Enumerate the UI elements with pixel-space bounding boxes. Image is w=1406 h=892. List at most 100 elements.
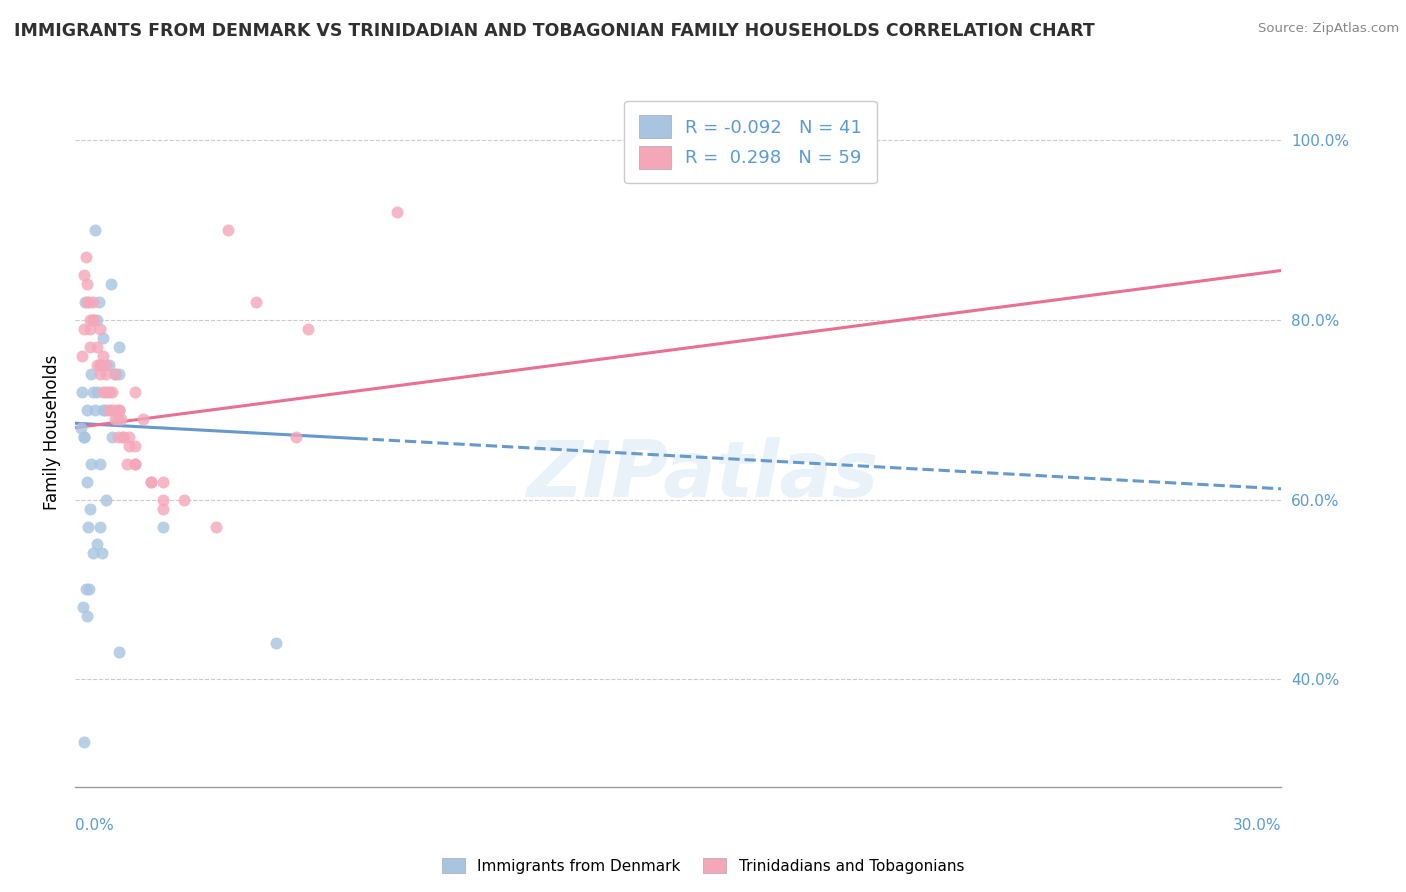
Point [108, 402, 131, 417]
Point [204, 519, 226, 533]
Point [124, 384, 146, 399]
Point [101, 384, 124, 399]
Point [82, 313, 104, 327]
Point [108, 367, 131, 381]
Point [217, 223, 239, 237]
Point [82, 384, 104, 399]
Point [100, 277, 122, 291]
Point [285, 430, 308, 444]
Point [89, 358, 111, 372]
Point [141, 475, 163, 489]
Point [152, 475, 174, 489]
Point [96, 367, 118, 381]
Point [82, 313, 104, 327]
Text: IMMIGRANTS FROM DENMARK VS TRINIDADIAN AND TOBAGONIAN FAMILY HOUSEHOLDS CORRELAT: IMMIGRANTS FROM DENMARK VS TRINIDADIAN A… [14, 22, 1095, 40]
Point [108, 402, 131, 417]
Point [96, 492, 118, 507]
Point [76, 402, 98, 417]
Point [73, 322, 96, 336]
Point [152, 492, 174, 507]
Point [98, 402, 121, 417]
Point [72, 600, 94, 615]
Legend: R = -0.092   N = 41, R =  0.298   N = 59: R = -0.092 N = 41, R = 0.298 N = 59 [624, 101, 877, 183]
Point [152, 501, 174, 516]
Point [132, 411, 155, 425]
Point [104, 367, 127, 381]
Point [89, 295, 111, 310]
Point [91, 349, 114, 363]
Point [98, 384, 121, 399]
Point [76, 609, 98, 624]
Text: Source: ZipAtlas.com: Source: ZipAtlas.com [1258, 22, 1399, 36]
Point [84, 402, 107, 417]
Point [79, 340, 101, 354]
Point [73, 735, 96, 749]
Point [89, 358, 111, 372]
Point [124, 457, 146, 471]
Point [94, 402, 117, 417]
Point [79, 501, 101, 516]
Point [96, 384, 118, 399]
Point [80, 367, 103, 381]
Point [89, 519, 111, 533]
Point [76, 277, 98, 291]
Point [98, 358, 121, 372]
Point [385, 205, 408, 219]
Point [73, 295, 96, 310]
Text: ZIPatlas: ZIPatlas [526, 437, 879, 513]
Point [70, 421, 93, 435]
Point [104, 367, 127, 381]
Point [76, 295, 98, 310]
Point [73, 268, 96, 282]
Point [89, 322, 111, 336]
Y-axis label: Family Households: Family Households [44, 354, 60, 510]
Point [80, 457, 103, 471]
Point [124, 439, 146, 453]
Point [86, 313, 108, 327]
Point [82, 546, 104, 560]
Point [104, 402, 127, 417]
Point [70, 384, 93, 399]
Point [86, 340, 108, 354]
Point [112, 430, 135, 444]
Point [77, 295, 100, 310]
Point [89, 457, 111, 471]
Point [112, 430, 135, 444]
Point [100, 402, 122, 417]
Point [70, 349, 93, 363]
Point [96, 358, 118, 372]
Text: 0.0%: 0.0% [75, 818, 114, 833]
Point [91, 384, 114, 399]
Point [75, 250, 97, 264]
Point [73, 430, 96, 444]
Point [124, 457, 146, 471]
Point [79, 313, 101, 327]
Point [82, 313, 104, 327]
Point [91, 331, 114, 345]
Point [101, 430, 124, 444]
Point [118, 439, 141, 453]
Point [79, 322, 101, 336]
Point [75, 582, 97, 597]
Point [90, 358, 112, 372]
Point [297, 322, 319, 336]
Point [104, 411, 127, 425]
Point [86, 384, 108, 399]
Point [76, 519, 98, 533]
Legend: Immigrants from Denmark, Trinidadians and Tobagonians: Immigrants from Denmark, Trinidadians an… [436, 852, 970, 880]
Point [82, 295, 104, 310]
Point [107, 411, 129, 425]
Point [110, 411, 132, 425]
Point [173, 492, 195, 507]
Point [73, 430, 96, 444]
Point [77, 582, 100, 597]
Point [89, 367, 111, 381]
Point [91, 402, 114, 417]
Point [141, 475, 163, 489]
Point [84, 223, 107, 237]
Point [108, 645, 131, 659]
Point [86, 537, 108, 551]
Text: 30.0%: 30.0% [1233, 818, 1281, 833]
Point [86, 358, 108, 372]
Point [245, 295, 267, 310]
